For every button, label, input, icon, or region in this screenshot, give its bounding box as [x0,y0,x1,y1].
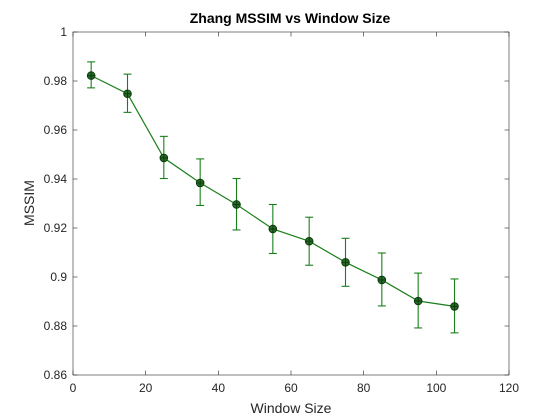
y-tick-label: 0.98 [44,74,68,88]
x-tick-label: 100 [426,381,446,395]
plot-area [72,31,510,376]
data-point [413,296,423,306]
x-tick-labels: 0 20 40 60 80 100 120 [70,381,520,395]
data-point [123,89,132,99]
data-point [159,153,169,163]
y-tick-labels: 0.86 0.88 0.9 0.92 0.94 0.96 0.98 1 [44,25,68,382]
data-point [450,302,459,311]
data-point [341,258,350,267]
y-tick-label: 0.86 [44,368,68,382]
chart-title: Zhang MSSIM vs Window Size [190,10,391,26]
data-series [86,61,459,334]
y-tick-label: 0.9 [50,270,67,284]
data-point [377,275,387,285]
y-axis-label: MSSIM [21,180,37,226]
axis-ticks [72,31,510,376]
y-tick-label: 0.96 [44,123,68,137]
data-point [195,178,205,188]
x-tick-label: 40 [212,381,226,395]
x-tick-label: 0 [70,381,77,395]
x-tick-label: 60 [284,381,298,395]
y-tick-label: 0.94 [44,172,68,186]
data-point [268,224,278,234]
x-axis-label: Window Size [251,400,332,416]
data-point [86,71,96,80]
x-tick-label: 20 [139,381,153,395]
x-tick-label: 120 [499,381,519,395]
x-tick-label: 80 [357,381,371,395]
y-tick-label: 0.92 [44,221,68,235]
y-tick-label: 0.88 [44,319,68,333]
data-point [304,236,314,246]
y-tick-label: 1 [60,25,67,39]
data-point [232,200,241,209]
